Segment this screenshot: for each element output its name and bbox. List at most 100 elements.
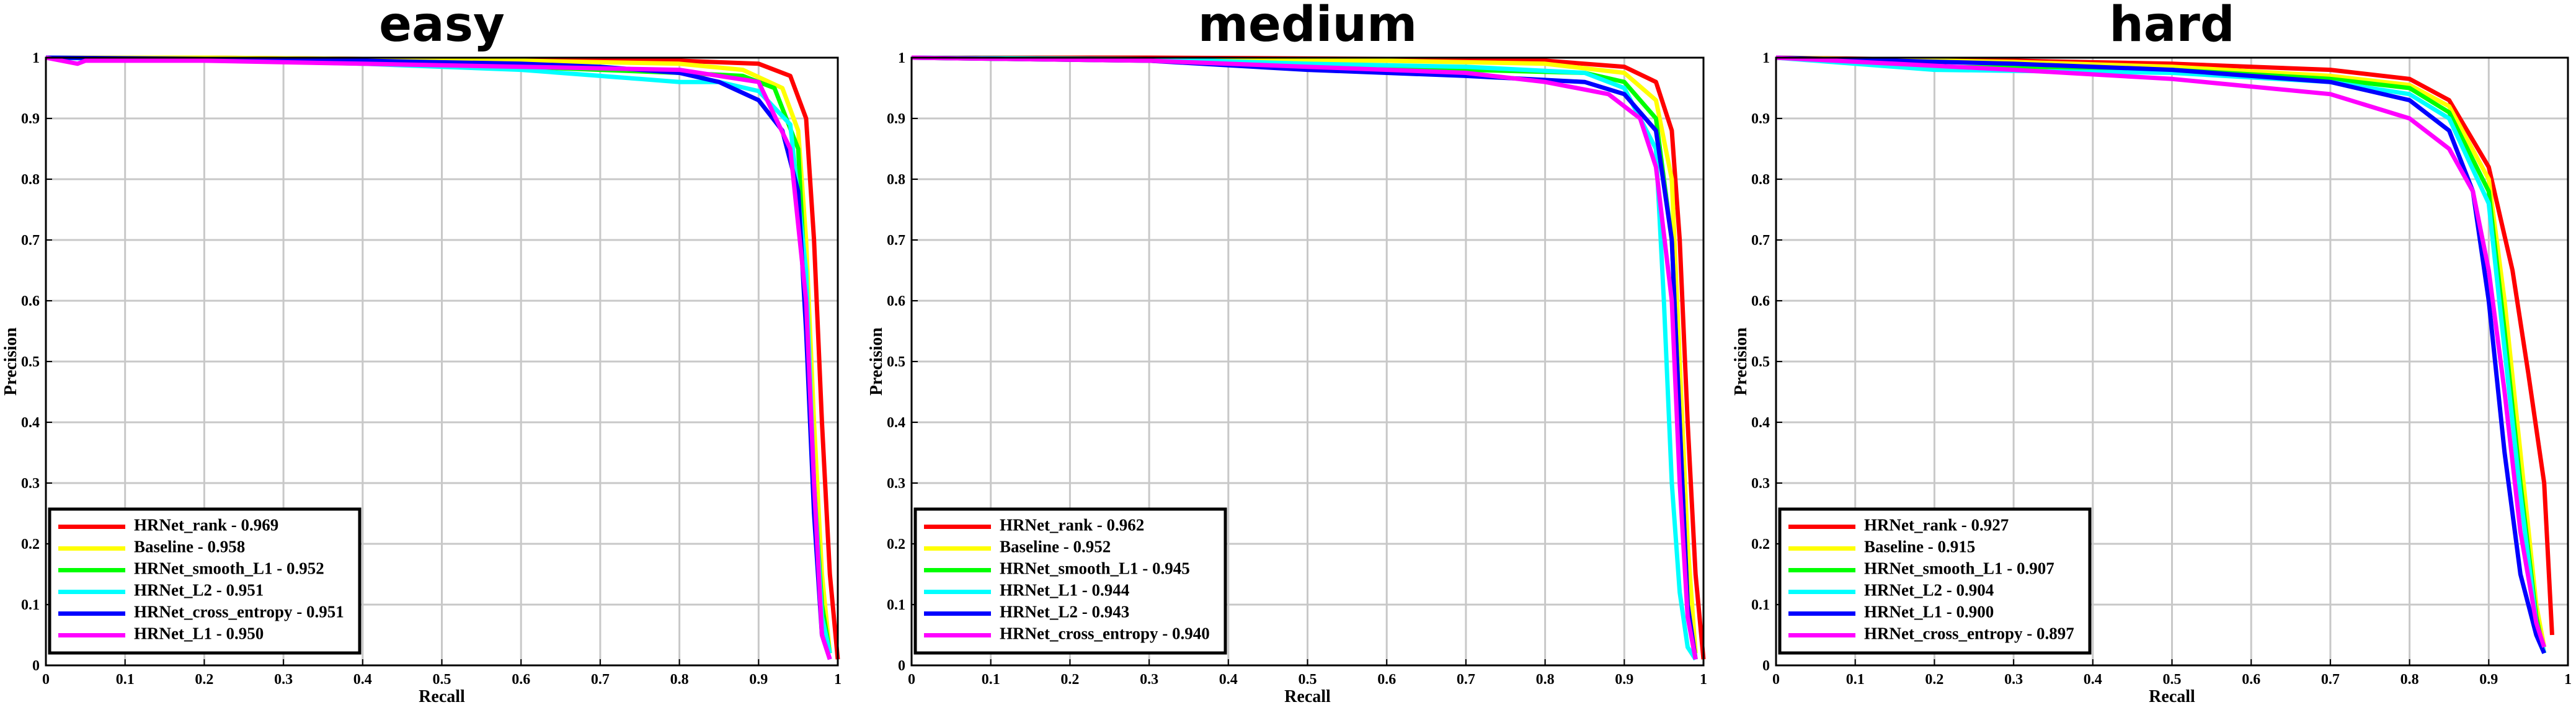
legend-box <box>1778 507 2092 655</box>
x-tick-label: 0.2 <box>1925 672 1943 688</box>
x-tick-label: 0.3 <box>2004 672 2023 688</box>
legend-label: HRNet_cross_entropy - 0.940 <box>1000 624 1210 643</box>
y-tick-label: 0.2 <box>887 536 905 553</box>
x-axis-label: Recall <box>2149 687 2195 706</box>
legend-label: HRNet_smooth_L1 - 0.945 <box>1000 559 1190 578</box>
x-tick-label: 0 <box>42 672 50 688</box>
pr-curve <box>911 55 1698 660</box>
legend: HRNet_rank - 0.969 Baseline - 0.958 HRNet_… <box>48 507 362 655</box>
chart-title: hard <box>2109 0 2234 53</box>
legend-label: HRNet_L2 - 0.904 <box>1864 581 1994 600</box>
x-tick-label: 0.6 <box>2242 672 2260 688</box>
y-tick-label: 1 <box>898 50 905 66</box>
plot-frame <box>45 56 839 667</box>
y-tick-label: 0.2 <box>21 536 40 553</box>
pr-curve <box>1775 55 2547 648</box>
legend: HRNet_rank - 0.927 Baseline - 0.915 HRNet_… <box>1778 507 2092 655</box>
x-axis-label: Recall <box>1284 687 1331 706</box>
x-tick-label: 0.5 <box>2163 672 2182 688</box>
y-tick-label: 0 <box>32 658 40 674</box>
legend-label: HRNet_L1 - 0.950 <box>134 624 264 643</box>
x-tick-label: 0.1 <box>1846 672 1865 688</box>
legend-label: HRNet_L2 - 0.951 <box>134 581 264 600</box>
y-tick-label: 0.3 <box>21 476 40 492</box>
y-tick-label: 0.4 <box>887 415 905 431</box>
pr-curve <box>1775 55 2554 636</box>
legend-label: HRNet_L1 - 0.900 <box>1864 603 1994 621</box>
x-tick-label: 0.7 <box>591 672 610 688</box>
x-tick-label: 1 <box>2564 672 2572 688</box>
x-tick-label: 0.5 <box>433 672 451 688</box>
y-tick-label: 0.6 <box>21 293 40 309</box>
x-tick-label: 0.3 <box>274 672 293 688</box>
legend-label: HRNet_rank - 0.927 <box>1864 516 2009 535</box>
x-tick-label: 0.3 <box>1140 672 1158 688</box>
legend-label: HRNet_smooth_L1 - 0.952 <box>134 559 324 578</box>
y-tick-label: 0.1 <box>1751 597 1770 613</box>
legend-label: HRNet_L2 - 0.943 <box>1000 603 1129 621</box>
x-tick-label: 0.9 <box>749 672 768 688</box>
subplot: 0 0.1 0.2 0.3 0.4 0.5 0.6 0.7 0.8 0.9 1 0 0.1 0.2 0.3 0… <box>867 0 1707 706</box>
y-tick-label: 0.9 <box>21 111 40 127</box>
x-tick-label: 0.5 <box>1299 672 1317 688</box>
y-tick-label: 0.9 <box>887 111 905 127</box>
y-tick-label: 0.5 <box>1751 354 1770 370</box>
y-tick-label: 0.5 <box>21 354 40 370</box>
y-tick-label: 0.8 <box>887 172 905 188</box>
legend-box <box>913 507 1227 655</box>
y-tick-label: 0.6 <box>1751 293 1770 309</box>
y-tick-label: 0.8 <box>1751 172 1770 188</box>
x-tick-label: 0.1 <box>982 672 1000 688</box>
x-tick-label: 0.7 <box>1457 672 1475 688</box>
x-tick-label: 1 <box>1700 672 1707 688</box>
y-tick-label: 0.9 <box>1751 111 1770 127</box>
legend-label: HRNet_cross_entropy - 0.951 <box>134 603 344 621</box>
subplot: 0 0.1 0.2 0.3 0.4 0.5 0.6 0.7 0.8 0.9 1 0 0.1 0.2 0.3 0… <box>1731 0 2572 706</box>
y-tick-label: 0.1 <box>887 597 905 613</box>
y-tick-label: 0.5 <box>887 354 905 370</box>
y-tick-label: 0.4 <box>1751 415 1770 431</box>
x-tick-label: 0.9 <box>1615 672 1633 688</box>
x-tick-label: 0.6 <box>512 672 530 688</box>
pr-curve <box>1775 55 2546 654</box>
legend-label: HRNet_rank - 0.969 <box>134 516 278 535</box>
x-tick-label: 0.9 <box>2479 672 2498 688</box>
y-tick-label: 0.7 <box>21 233 40 249</box>
legend-label: HRNet_smooth_L1 - 0.907 <box>1864 559 2054 578</box>
y-tick-label: 1 <box>32 50 40 66</box>
x-tick-label: 0.2 <box>195 672 213 688</box>
x-tick-label: 1 <box>834 672 842 688</box>
y-axis-label: Precision <box>867 327 886 396</box>
legend-label: HRNet_cross_entropy - 0.897 <box>1864 624 2074 643</box>
x-tick-label: 0.4 <box>1219 672 1238 688</box>
x-tick-label: 0.6 <box>1377 672 1396 688</box>
x-tick-label: 0.8 <box>1536 672 1555 688</box>
plot-frame <box>910 56 1705 667</box>
legend-label: HRNet_rank - 0.962 <box>1000 516 1144 535</box>
y-axis-label: Precision <box>1 327 20 396</box>
x-tick-label: 0.4 <box>353 672 372 688</box>
y-tick-label: 0.8 <box>21 172 40 188</box>
legend-label: Baseline - 0.952 <box>1000 538 1111 556</box>
y-tick-label: 0.7 <box>887 233 905 249</box>
y-tick-label: 0 <box>1762 658 1770 674</box>
x-axis-label: Recall <box>419 687 465 706</box>
legend-label: HRNet_L1 - 0.944 <box>1000 581 1129 600</box>
x-tick-label: 0.8 <box>670 672 689 688</box>
y-tick-label: 0.6 <box>887 293 905 309</box>
x-tick-label: 0.8 <box>2401 672 2419 688</box>
legend-box <box>48 507 362 655</box>
pr-curve <box>45 55 832 660</box>
y-tick-label: 0.3 <box>1751 476 1770 492</box>
pr-curve <box>1775 55 2547 648</box>
x-tick-label: 0 <box>1772 672 1780 688</box>
y-tick-label: 0.4 <box>21 415 40 431</box>
chart-title: medium <box>1198 0 1418 53</box>
x-tick-label: 0.7 <box>2321 672 2340 688</box>
plot-frame <box>1775 56 2569 667</box>
y-tick-label: 0.7 <box>1751 233 1770 249</box>
y-tick-label: 1 <box>1762 50 1770 66</box>
y-tick-label: 0.3 <box>887 476 905 492</box>
pr-curve <box>911 55 1698 654</box>
